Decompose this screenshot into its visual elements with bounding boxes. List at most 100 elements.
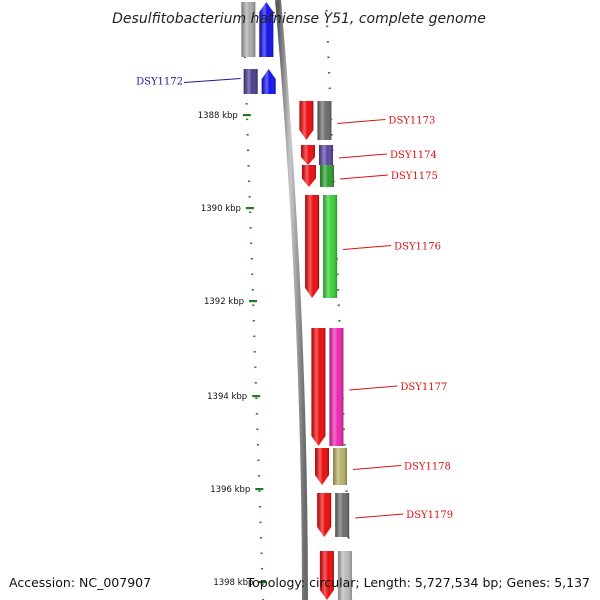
- gene-label-leader: [337, 119, 386, 124]
- inner-guide-dot: [254, 382, 257, 384]
- gene-DSY1175[interactable]: [301, 165, 334, 187]
- outer-guide-dot: [327, 56, 330, 59]
- gene-shading: [317, 493, 332, 537]
- gene-label-leader: [355, 513, 404, 519]
- genome-title: Desulfitobacterium hafniense Y51, comple…: [112, 11, 486, 27]
- gene-shading: [299, 101, 314, 140]
- inner-guide-dot: [247, 165, 250, 167]
- gene-DSY1179[interactable]: [317, 493, 350, 537]
- outer-guide-dot: [342, 428, 346, 431]
- outer-guide-dot: [336, 273, 339, 276]
- gene-shading: [329, 328, 344, 446]
- inner-guide-dot: [245, 103, 248, 105]
- inner-guide-dot: [253, 351, 256, 353]
- inner-guide-dot: [254, 366, 257, 369]
- scale-tick-mark: [258, 581, 267, 584]
- inner-guide-dot: [260, 568, 264, 570]
- inner-guide-dot: [246, 134, 249, 136]
- gene-shading: [323, 195, 338, 298]
- inner-guide-dot: [249, 227, 252, 229]
- inner-guide-dot: [258, 490, 261, 493]
- gene-feature-0[interactable]: [241, 2, 274, 57]
- inner-guide-dot: [246, 149, 250, 152]
- scale-tick-label: 1390 kbp: [201, 204, 241, 214]
- inner-guide-dot: [260, 552, 263, 555]
- gene-shading: [241, 2, 256, 57]
- gene-DSY1176[interactable]: [305, 195, 338, 298]
- gene-shading: [305, 195, 320, 298]
- scale-tick-label: 1396 kbp: [210, 485, 250, 495]
- gene-DSY1172[interactable]: [243, 69, 276, 94]
- inner-guide-dot: [243, 56, 247, 59]
- outer-guide-dot: [343, 444, 346, 446]
- accession-text: Accession: NC_007907: [9, 575, 151, 590]
- inner-guide-dot: [252, 304, 255, 307]
- gene-shading: [243, 69, 258, 94]
- gene-shading: [318, 145, 333, 165]
- outer-guide-dot: [330, 134, 333, 136]
- outer-guide-dot: [338, 320, 341, 322]
- inner-guide-dot: [261, 583, 264, 586]
- inner-guide-dot: [255, 413, 258, 415]
- inner-guide-dot: [259, 521, 262, 524]
- gene-shading: [300, 145, 315, 165]
- scale-tick-label: 1394 kbp: [207, 392, 247, 402]
- gene-shading: [314, 448, 329, 485]
- inner-guide-dot: [259, 537, 263, 539]
- scale-tick-mark: [252, 395, 261, 398]
- gene-label[interactable]: DSY1177: [400, 382, 447, 393]
- gene-shading: [332, 448, 347, 485]
- scale-tick-label: 1392 kbp: [204, 297, 244, 307]
- outer-guide-dot: [328, 87, 331, 90]
- inner-guide-dot: [250, 258, 253, 260]
- scale-tick-mark: [249, 300, 258, 303]
- gene-shading: [337, 551, 352, 600]
- gene-label[interactable]: DSY1173: [388, 116, 435, 127]
- inner-guide-dot: [253, 335, 256, 338]
- gene-DSY1178[interactable]: [314, 448, 347, 485]
- outer-guide-dot: [337, 289, 340, 291]
- topology-text: Topology: circular; Length: 5,727,534 bp…: [246, 575, 590, 590]
- gene-label[interactable]: DSY1176: [394, 242, 441, 253]
- gene-feature-9[interactable]: [319, 551, 352, 600]
- outer-guide-dot: [345, 490, 348, 493]
- gene-DSY1174[interactable]: [300, 145, 333, 165]
- gene-label[interactable]: DSY1174: [390, 150, 437, 161]
- gene-DSY1177[interactable]: [311, 328, 344, 446]
- inner-guide-dot: [250, 242, 253, 245]
- outer-guide-dot: [347, 537, 350, 539]
- gene-label-leader: [352, 465, 402, 470]
- inner-guide-dot: [257, 475, 261, 477]
- outer-guide-dot: [328, 72, 331, 74]
- gene-shading: [311, 328, 326, 446]
- gene-label[interactable]: DSY1178: [404, 462, 451, 473]
- inner-guide-dot: [258, 506, 262, 508]
- scale-tick-label: 1388 kbp: [198, 111, 238, 121]
- gene-label-leader: [339, 174, 388, 180]
- inner-guide-dot: [249, 211, 252, 214]
- scale-ticks: 1388 kbp 1390 kbp 1392 kbp 1394 kbp 1396 kbp…: [198, 111, 267, 588]
- inner-guide-dot: [251, 273, 254, 276]
- gene-label[interactable]: DSY1175: [391, 171, 438, 182]
- gene-shading: [317, 101, 332, 140]
- gene-shading: [259, 2, 274, 57]
- gene-label[interactable]: DSY1179: [406, 510, 453, 521]
- gene-labels: DSY1172 DSY1173 DSY1174 DSY1175 DSY1176 DSY11…: [136, 77, 453, 522]
- scale-tick-mark: [242, 114, 251, 117]
- gene-label-leader: [343, 245, 392, 250]
- inner-guide-dot: [251, 289, 254, 291]
- outer-guide-dot: [326, 41, 329, 43]
- gene-DSY1173[interactable]: [299, 101, 332, 140]
- gene-label-leader: [183, 78, 241, 83]
- inner-guide-dot: [252, 320, 255, 322]
- scale-tick-label: 1398 kbp: [213, 578, 253, 588]
- gene-label-leader: [338, 153, 388, 159]
- outer-guide-dot: [337, 304, 340, 307]
- inner-guide-dot: [255, 397, 258, 400]
- gene-label[interactable]: DSY1172: [136, 77, 183, 88]
- gene-label-leader: [349, 385, 398, 391]
- scale-tick-mark: [245, 207, 254, 210]
- gene-track: [241, 2, 352, 600]
- inner-guide-dot: [256, 428, 259, 431]
